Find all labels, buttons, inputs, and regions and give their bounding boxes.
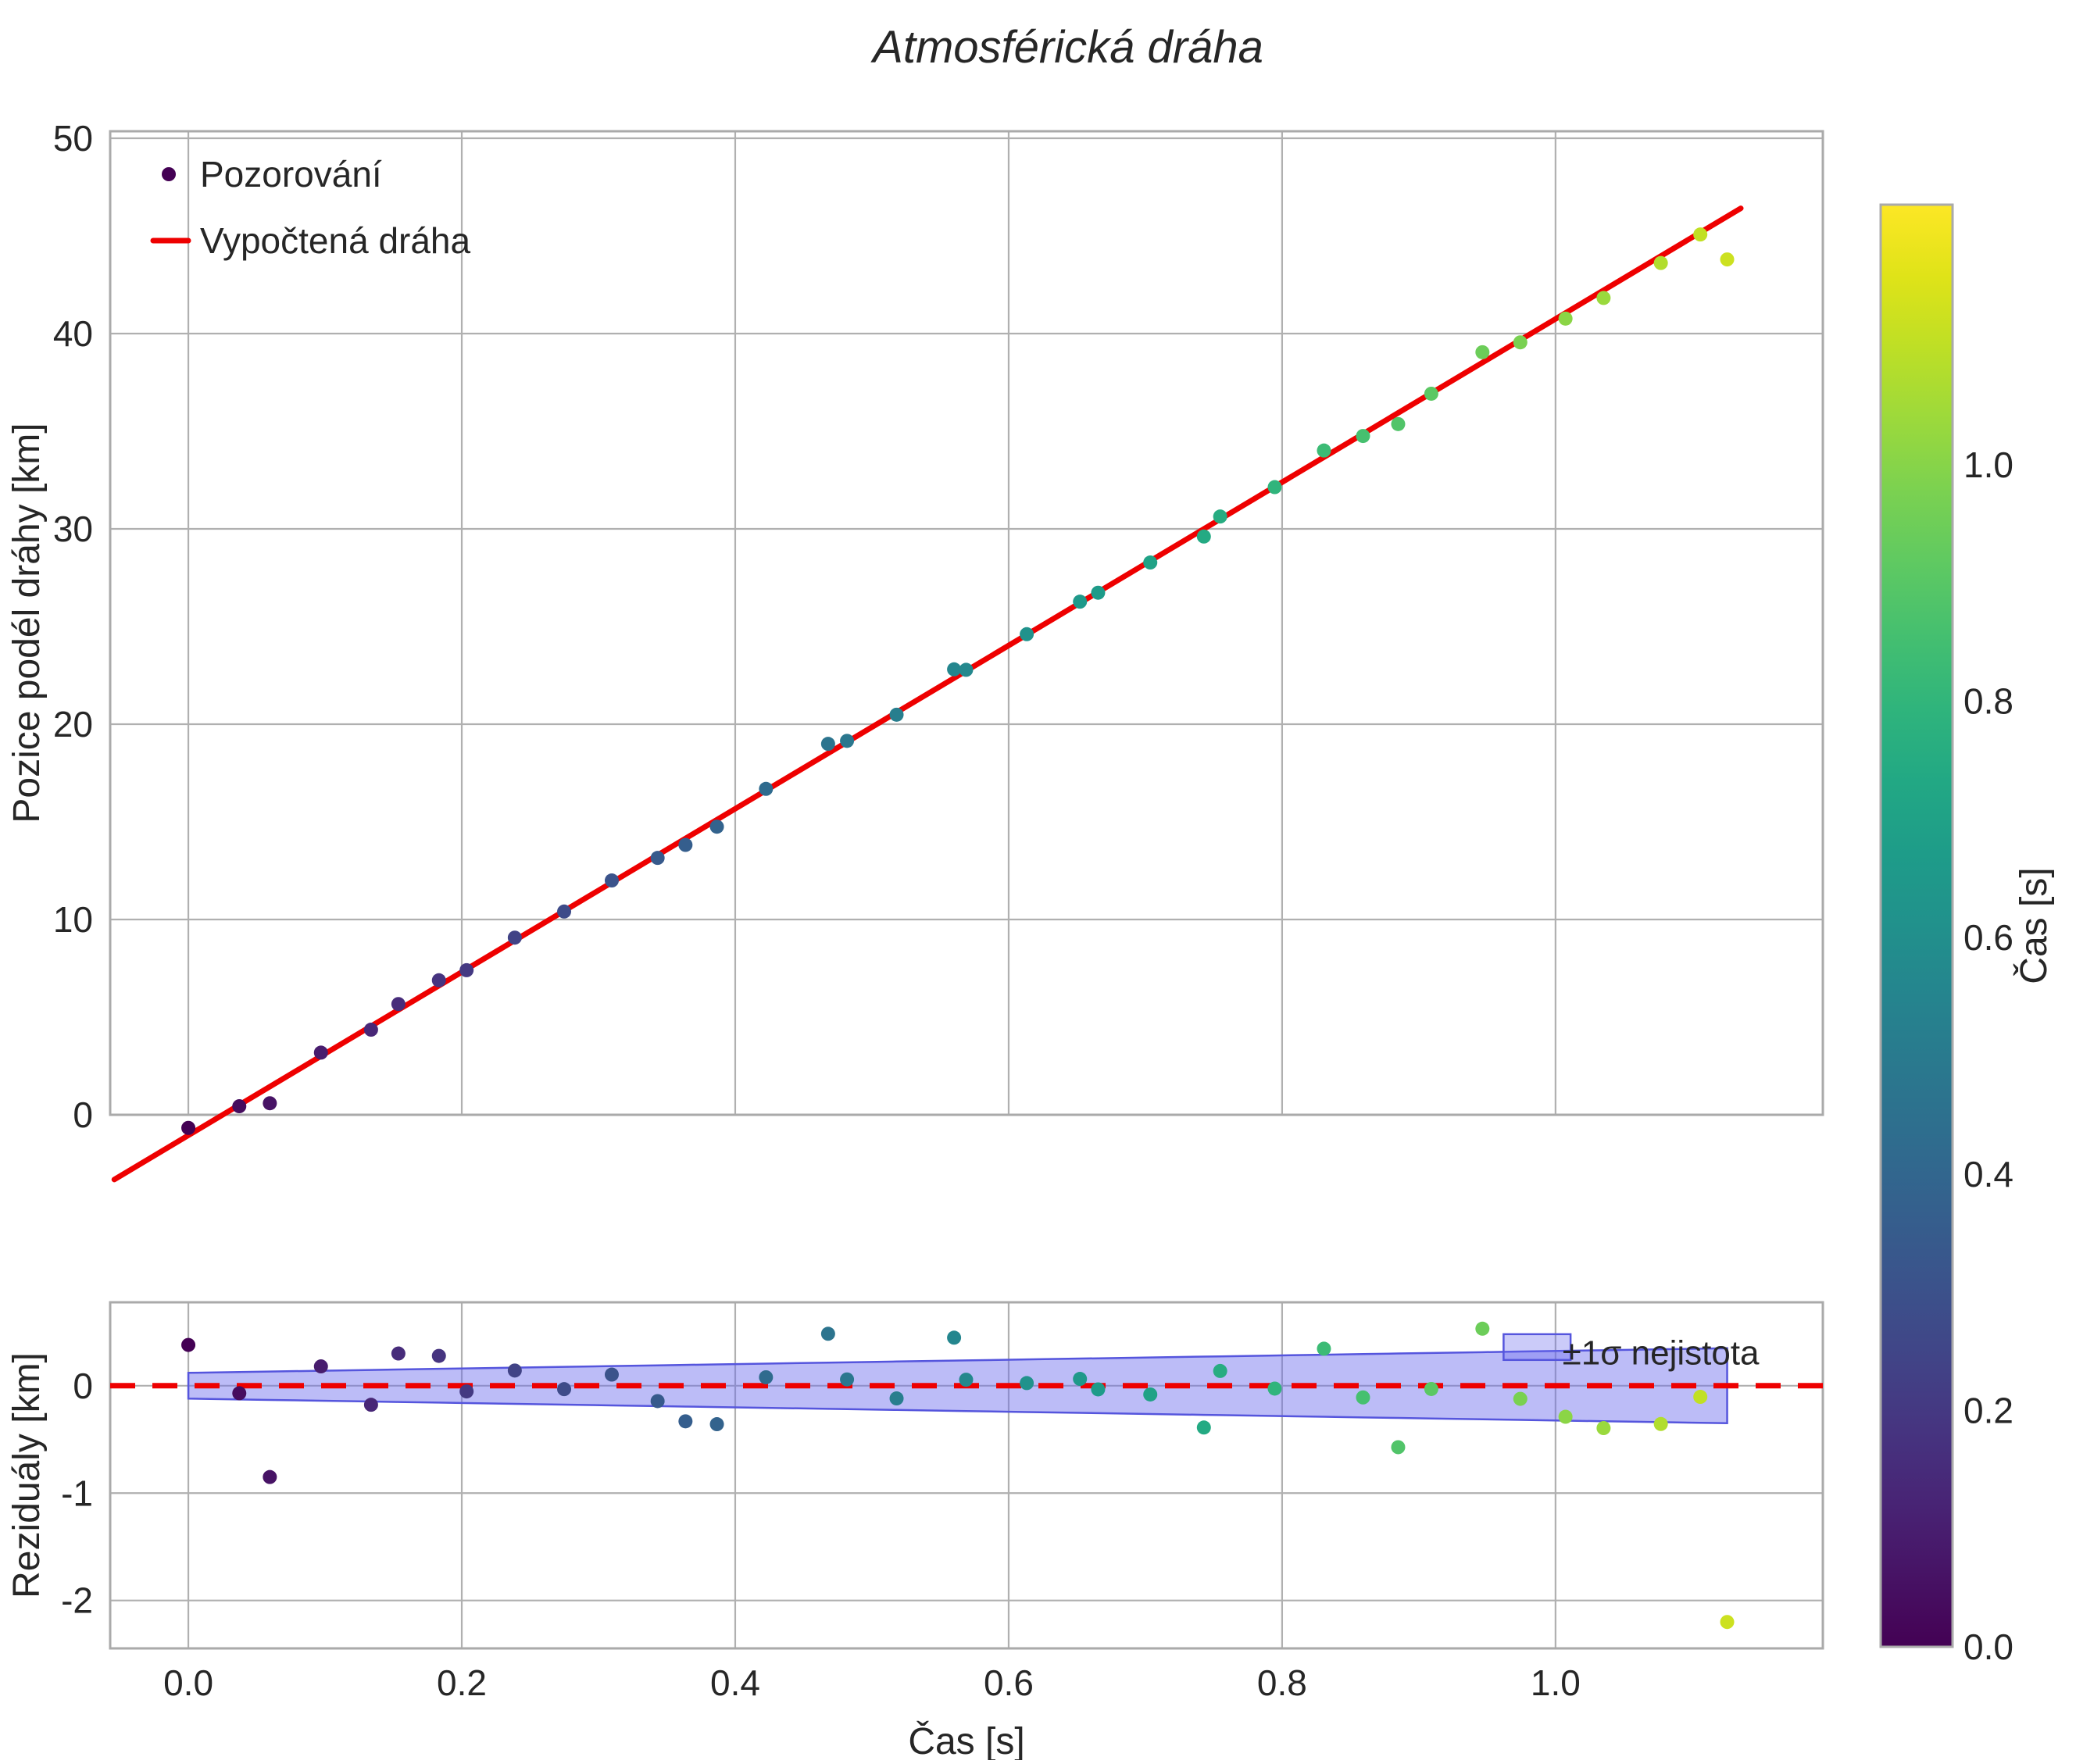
svg-text:-2: -2 [61, 1580, 93, 1621]
svg-text:0.6: 0.6 [1963, 917, 2013, 958]
svg-text:0.4: 0.4 [710, 1662, 760, 1703]
svg-text:Vypočtená dráha: Vypočtená dráha [200, 220, 471, 261]
svg-text:0.2: 0.2 [1963, 1390, 2013, 1430]
svg-text:Pozorování: Pozorování [200, 154, 382, 195]
svg-text:40: 40 [53, 313, 93, 354]
svg-text:50: 50 [53, 118, 93, 159]
svg-text:Atmosférická dráha: Atmosférická dráha [870, 22, 1263, 73]
svg-text:0.0: 0.0 [1963, 1627, 2013, 1667]
svg-text:Čas [s]: Čas [s] [908, 1720, 1024, 1760]
svg-text:0.4: 0.4 [1963, 1154, 2013, 1194]
svg-text:0.6: 0.6 [984, 1662, 1034, 1703]
svg-text:0.8: 0.8 [1257, 1662, 1307, 1703]
svg-text:30: 30 [53, 509, 93, 549]
svg-text:20: 20 [53, 704, 93, 745]
svg-text:1.0: 1.0 [1531, 1662, 1581, 1703]
svg-text:-1: -1 [61, 1473, 93, 1513]
svg-text:0.2: 0.2 [437, 1662, 487, 1703]
svg-text:0: 0 [73, 1094, 93, 1135]
svg-text:Reziduály [km]: Reziduály [km] [6, 1352, 48, 1598]
svg-text:Čas [s]: Čas [s] [2013, 867, 2055, 984]
svg-text:0.8: 0.8 [1963, 681, 2013, 722]
svg-text:1.0: 1.0 [1963, 445, 2013, 485]
svg-text:0: 0 [73, 1366, 93, 1406]
svg-text:10: 10 [53, 899, 93, 940]
svg-text:Pozice podél dráhy [km]: Pozice podél dráhy [km] [6, 423, 48, 823]
svg-text:0.0: 0.0 [163, 1662, 213, 1703]
svg-text:±1σ nejistota: ±1σ nejistota [1563, 1334, 1760, 1373]
